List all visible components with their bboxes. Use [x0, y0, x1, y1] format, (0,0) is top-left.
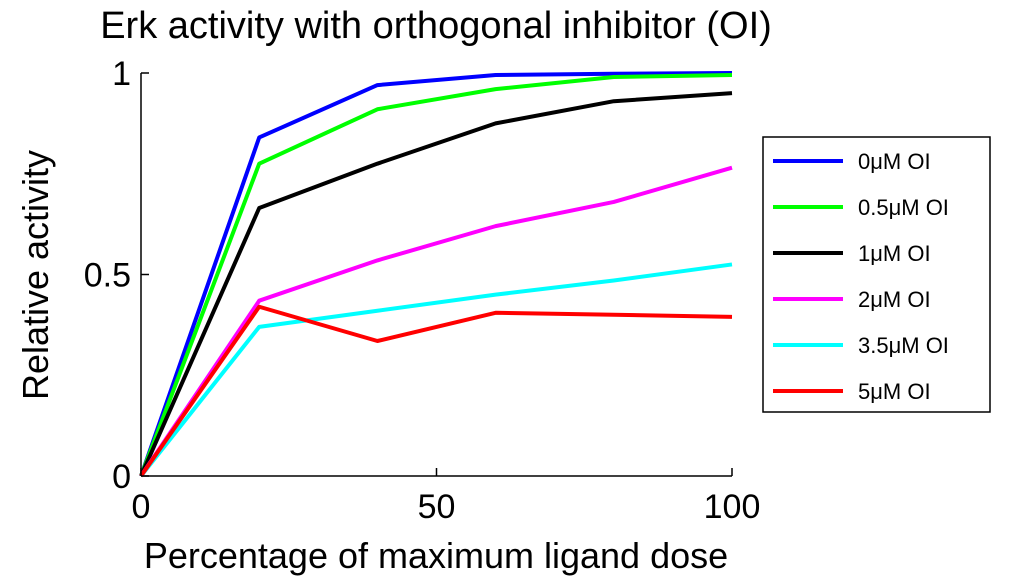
- legend-label-4: 3.5μM OI: [858, 333, 949, 358]
- x-tick-label: 50: [418, 488, 456, 526]
- legend-label-5: 5μM OI: [858, 379, 931, 404]
- axis-ticks: 0 0.5 1 0 50 100: [84, 55, 761, 526]
- x-axis-label: Percentage of maximum ligand dose: [144, 535, 728, 576]
- series-line-5: [139, 304, 733, 478]
- series-line-1: [139, 73, 733, 477]
- series-line-3: [139, 165, 733, 478]
- y-axis-label: Relative activity: [15, 150, 56, 400]
- series-lines: [139, 71, 733, 478]
- chart-title: Erk activity with orthogonal inhibitor (…: [100, 5, 772, 47]
- legend: 0μM OI 0.5μM OI 1μM OI 2μM OI 3.5μM OI 5μM OI: [762, 136, 991, 413]
- legend-label-2: 1μM OI: [858, 241, 931, 266]
- legend-box: [762, 136, 991, 413]
- y-tick-label: 0.5: [84, 257, 131, 295]
- y-tick-label: 0: [112, 458, 131, 496]
- legend-label-3: 2μM OI: [858, 287, 931, 312]
- series-line-2: [139, 91, 733, 477]
- series-line-0: [139, 71, 733, 477]
- legend-label-1: 0.5μM OI: [858, 195, 949, 220]
- series-line-4: [139, 262, 733, 478]
- legend-label-0: 0μM OI: [858, 149, 931, 174]
- x-tick-label: 100: [704, 488, 761, 526]
- y-tick-label: 1: [112, 55, 131, 93]
- x-tick-label: 0: [132, 488, 151, 526]
